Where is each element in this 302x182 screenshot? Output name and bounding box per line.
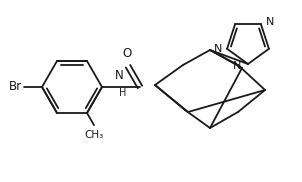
Text: CH₃: CH₃ <box>84 130 104 140</box>
Text: Br: Br <box>9 80 22 92</box>
Text: N: N <box>214 44 222 54</box>
Text: N: N <box>266 17 274 27</box>
Text: O: O <box>122 47 132 60</box>
Text: H: H <box>119 88 127 98</box>
Text: N: N <box>115 69 124 82</box>
Text: N: N <box>233 61 241 71</box>
